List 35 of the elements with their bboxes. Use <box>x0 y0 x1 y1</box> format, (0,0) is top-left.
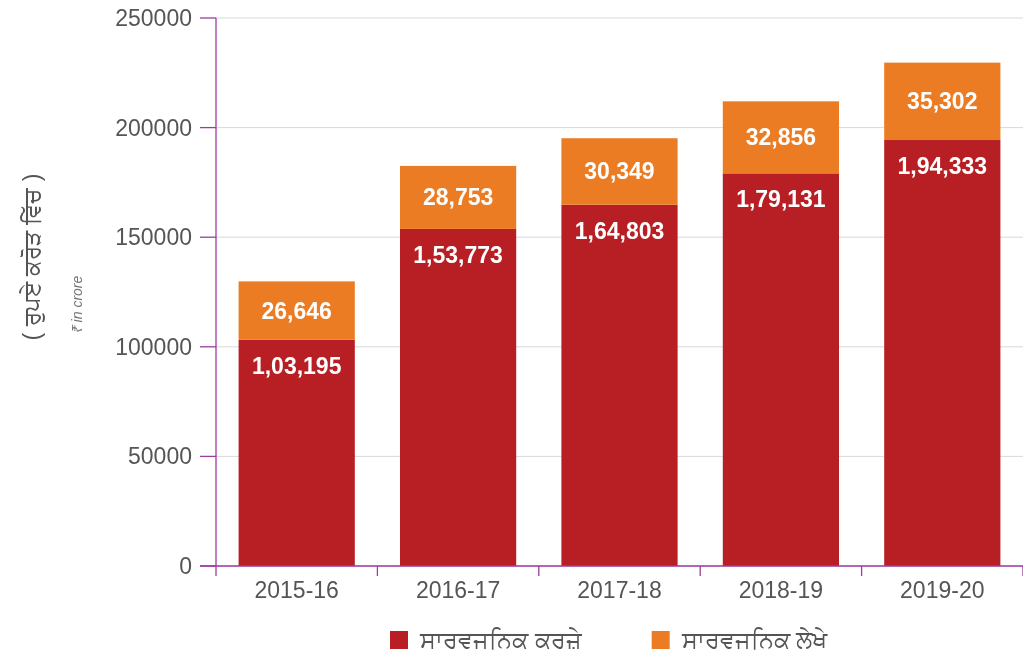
data-label: 1,53,773 <box>413 241 503 268</box>
bar <box>238 281 355 340</box>
data-label: 26,646 <box>261 297 332 324</box>
x-tick-label: 2019-20 <box>900 577 985 603</box>
y-tick-label: 150000 <box>115 224 192 251</box>
y-axis-title: ( ਰੁਪਏ ਕਰੋੜ ਵਿੱਚ ) <box>19 173 45 341</box>
x-tick-label: 2015-16 <box>254 577 339 603</box>
text: ₹ in crore <box>69 275 85 335</box>
data-label: 32,856 <box>745 124 817 151</box>
data-label: 1,94,333 <box>897 153 988 180</box>
legend-label: ਸਾਰਵਜਨਿਕ ਕਰਜ਼ੇ <box>419 626 583 653</box>
bar <box>884 140 1001 566</box>
x-tick-label: 2018-19 <box>738 577 824 603</box>
y-tick-label: 0 <box>179 553 192 579</box>
y-tick-label: 250000 <box>115 5 192 31</box>
bar <box>561 204 678 566</box>
bar <box>400 228 517 566</box>
x-tick-label: 2016-17 <box>415 577 501 603</box>
data-label: 30,349 <box>584 158 655 185</box>
data-label: 28,753 <box>422 184 494 211</box>
y-tick-label: 100000 <box>115 333 192 360</box>
bar <box>400 165 517 229</box>
legend-label: ਸਾਰਵਜਨਿਕ ਲੇਖੇ <box>680 626 829 653</box>
bar <box>884 62 1001 141</box>
y-tick-label: 50000 <box>128 443 192 470</box>
bar <box>722 101 839 174</box>
data-label: 1,79,131 <box>736 186 826 213</box>
data-label: 1,64,803 <box>574 217 665 244</box>
data-label: 35,302 <box>907 88 978 115</box>
x-tick-label: 2017-18 <box>577 577 662 603</box>
data-label: 1,03,195 <box>251 352 342 379</box>
y-tick-label: 200000 <box>115 114 192 141</box>
bar <box>561 138 678 205</box>
bar <box>238 339 355 566</box>
bar <box>722 173 839 566</box>
